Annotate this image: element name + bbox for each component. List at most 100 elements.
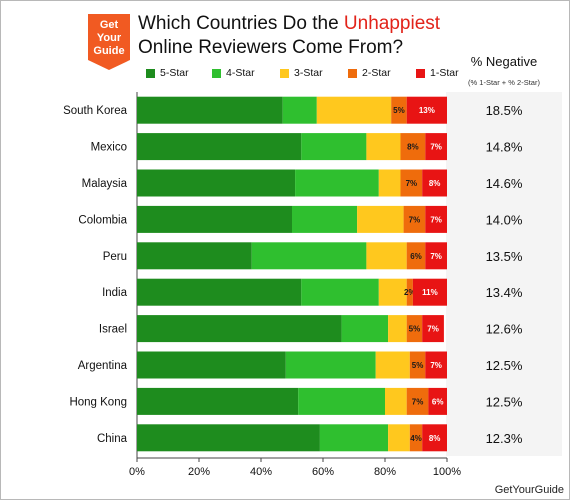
segment-label: 7%: [430, 143, 442, 152]
segment-label: 7%: [430, 215, 442, 224]
bar-segment: [295, 169, 379, 197]
negative-value: 14.6%: [486, 176, 523, 191]
bar-segment: [409, 351, 426, 379]
bar-segment: [388, 315, 407, 343]
category-label: China: [97, 433, 128, 445]
bar-segment: [428, 387, 447, 415]
bar-segment: [137, 387, 299, 415]
bar-segment: [366, 133, 401, 161]
bar-segment: [292, 205, 358, 233]
segment-label: 7%: [412, 397, 424, 406]
bar-segment: [406, 315, 423, 343]
bar-segment: [366, 242, 407, 270]
x-tick-label: 40%: [250, 466, 272, 478]
x-tick-label: 60%: [312, 466, 334, 478]
bar-segment: [422, 424, 447, 452]
x-tick-label: 20%: [188, 466, 210, 478]
bar-segment: [422, 169, 447, 197]
bar-segment: [406, 96, 447, 124]
negative-subheader: (% 1-Star + % 2-Star): [468, 78, 540, 87]
bar-segment: [409, 424, 423, 452]
segment-label: 6%: [410, 252, 422, 261]
title-line-2: Online Reviewers Come From?: [138, 37, 404, 58]
legend-label: 2-Star: [362, 67, 391, 79]
category-label: India: [102, 287, 128, 299]
segment-label: 5%: [409, 325, 421, 334]
bar-segment: [425, 205, 447, 233]
title-line-1: Which Countries Do the Unhappiest: [138, 12, 440, 36]
bar-segment: [406, 242, 426, 270]
bar-segment: [400, 169, 423, 197]
bar-segment: [319, 424, 389, 452]
legend-swatch: [280, 68, 289, 78]
bar-segment: [375, 351, 410, 379]
bar-segment: [412, 278, 447, 306]
getyourguide-logo: Get Your Guide: [88, 14, 130, 70]
negative-value: 13.4%: [486, 285, 523, 300]
title-highlight: Unhappiest: [343, 13, 441, 34]
category-label: Hong Kong: [69, 396, 127, 408]
bar-segment: [341, 315, 389, 343]
legend-item: 5-Star: [146, 67, 189, 79]
category-label: Malaysia: [82, 178, 128, 190]
bar-segment: [378, 278, 407, 306]
negative-value: 14.0%: [486, 212, 523, 227]
legend-item: 3-Star: [280, 67, 323, 79]
legend-item: 1-Star: [416, 67, 459, 79]
bar-segment: [137, 315, 342, 343]
segment-label: 7%: [430, 252, 442, 261]
category-label: Colombia: [78, 214, 127, 226]
segment-label: 7%: [430, 361, 442, 370]
category-label: Mexico: [91, 142, 127, 154]
bar-segment: [301, 278, 379, 306]
logo-badge: [88, 14, 130, 70]
bar-segment: [137, 351, 286, 379]
segment-label: 7%: [409, 215, 421, 224]
bar-segment: [406, 278, 413, 306]
chart-title: Which Countries Do the Unhappiest Online…: [138, 12, 440, 60]
segment-label: 8%: [429, 179, 441, 188]
legend-swatch: [416, 68, 425, 78]
legend-swatch: [212, 68, 221, 78]
negative-value: 14.8%: [486, 140, 523, 155]
bar-segment: [378, 169, 401, 197]
category-label: Israel: [99, 324, 127, 336]
legend-swatch: [146, 68, 155, 78]
legend-label: 1-Star: [430, 67, 459, 79]
bar-segment: [285, 351, 376, 379]
negative-value: 12.5%: [486, 394, 523, 409]
segment-label: 6%: [432, 397, 444, 406]
logo-text-get: Get: [100, 19, 119, 31]
bar-segment: [422, 315, 444, 343]
category-label: Argentina: [78, 360, 128, 372]
legend-item: 2-Star: [348, 67, 391, 79]
negative-value: 12.5%: [486, 358, 523, 373]
bar-segment: [137, 424, 320, 452]
bar-segment: [403, 205, 426, 233]
legend-label: 4-Star: [226, 67, 255, 79]
category-label: Peru: [103, 251, 127, 263]
segment-label: 7%: [406, 179, 418, 188]
category-label: South Korea: [63, 105, 128, 117]
negative-value: 12.6%: [486, 322, 523, 337]
legend-label: 5-Star: [160, 67, 189, 79]
segment-label: 7%: [427, 325, 439, 334]
negative-value: 18.5%: [486, 103, 523, 118]
bar-segment: [137, 242, 252, 270]
legend-item: 4-Star: [212, 67, 255, 79]
segment-label: 5%: [393, 106, 405, 115]
bar-segment: [301, 133, 367, 161]
negative-column-background: [446, 92, 562, 456]
bar-segment: [282, 96, 317, 124]
bar-segment: [400, 133, 426, 161]
x-tick-label: 100%: [433, 466, 461, 478]
bar-segment: [406, 387, 429, 415]
bar-segment: [316, 96, 392, 124]
legend-swatch: [348, 68, 357, 78]
segment-label: 5%: [412, 361, 424, 370]
x-tick-label: 80%: [374, 466, 396, 478]
legend-label: 3-Star: [294, 67, 323, 79]
bar-segment: [137, 278, 302, 306]
bar-segment: [391, 96, 407, 124]
